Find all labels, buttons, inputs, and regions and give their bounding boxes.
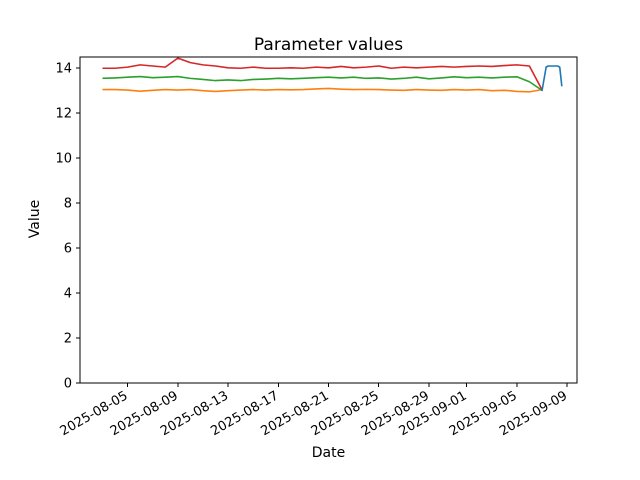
series-line-green: [102, 75, 543, 91]
y-tick-label: 8: [64, 197, 72, 212]
y-tick-label: 4: [64, 287, 72, 302]
y-tick-label: 14: [55, 62, 72, 77]
chart-title: Parameter values: [253, 35, 404, 55]
x-axis-label: Date: [311, 445, 346, 461]
series-line-red: [102, 57, 543, 90]
series-line-blue: [541, 65, 563, 92]
y-tick-label: 0: [64, 377, 72, 392]
y-tick-label: 2: [64, 332, 72, 347]
y-tick-label: 10: [55, 152, 72, 167]
y-axis-label: Value: [27, 199, 43, 239]
y-tick-label: 12: [55, 107, 72, 122]
y-tick-label: 6: [64, 242, 72, 257]
plot-frame: [79, 56, 578, 384]
series-line-orange: [102, 87, 543, 93]
